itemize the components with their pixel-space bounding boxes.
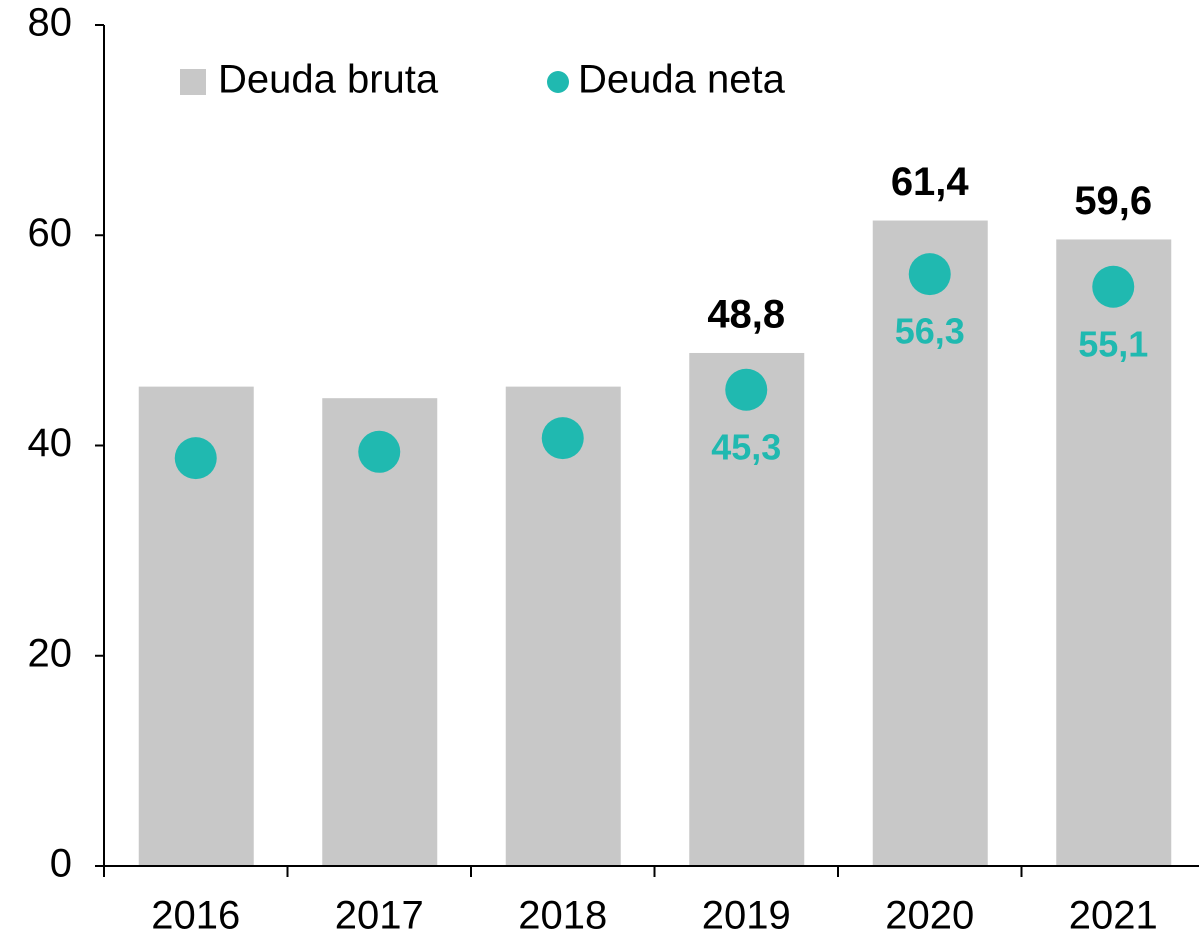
bar-value-label: 61,4 (891, 160, 970, 204)
y-tick-label: 20 (28, 631, 73, 675)
legend-label: Deuda bruta (218, 58, 439, 102)
dot (358, 430, 401, 473)
y-tick-label: 60 (28, 211, 73, 255)
bar-value-label: 59,6 (1074, 179, 1152, 223)
dot (908, 253, 951, 296)
bar (1056, 239, 1172, 866)
x-tick-label: 2019 (702, 894, 791, 938)
legend-swatch (180, 69, 206, 95)
bar (505, 386, 621, 866)
legend-label: Deuda neta (578, 58, 786, 102)
dot-value-label: 45,3 (711, 426, 781, 467)
x-tick-label: 2021 (1069, 894, 1158, 938)
x-tick-label: 2017 (335, 894, 424, 938)
bar (689, 352, 805, 866)
dot (541, 417, 584, 460)
y-tick-label: 40 (28, 421, 73, 465)
dot (1092, 265, 1135, 308)
dot-value-label: 56,3 (895, 311, 965, 352)
y-tick-label: 80 (28, 1, 73, 45)
x-tick-label: 2016 (151, 894, 240, 938)
dot (725, 368, 768, 411)
bar (322, 398, 438, 866)
legend-swatch (547, 71, 569, 93)
y-tick-label: 0 (50, 842, 72, 886)
x-tick-label: 2018 (518, 894, 607, 938)
bar-value-label: 48,8 (707, 293, 785, 337)
dot-value-label: 55,1 (1078, 323, 1148, 364)
bar (872, 220, 988, 867)
dot (174, 437, 217, 480)
x-tick-label: 2020 (885, 894, 974, 938)
